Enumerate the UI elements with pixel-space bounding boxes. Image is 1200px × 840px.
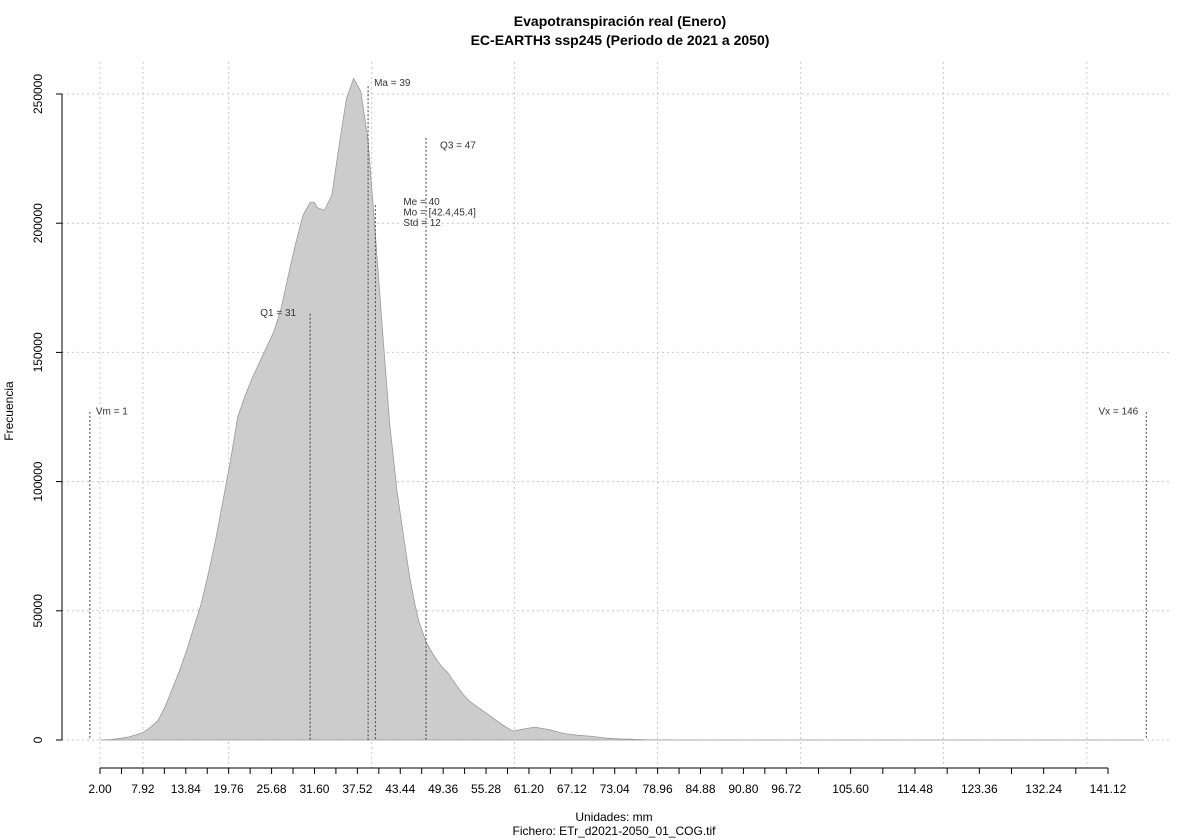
y-tick-label: 0	[31, 736, 45, 743]
statistic-label: Q1 = 31	[260, 308, 296, 319]
x-tick-label: 13.84	[171, 782, 201, 796]
x-tick-label: 37.52	[342, 782, 372, 796]
statistic-label: Q3 = 47	[440, 140, 476, 151]
x-tick-label: 19.76	[214, 782, 244, 796]
x-tick-label: 123.36	[961, 782, 998, 796]
x-tick-label: 55.28	[471, 782, 501, 796]
x-tick-label: 132.24	[1025, 782, 1062, 796]
chart-title: Evapotranspiración real (Enero)	[514, 13, 726, 29]
y-tick-label: 150000	[31, 332, 45, 372]
x-tick-label: 105.60	[832, 782, 869, 796]
x-tick-label: 25.68	[257, 782, 287, 796]
x-tick-label: 43.44	[385, 782, 415, 796]
statistic-label: Mo = [42.4,45.4]	[403, 207, 476, 218]
density-area	[99, 77, 1144, 741]
x-tick-label: 61.20	[514, 782, 544, 796]
y-tick-label: 250000	[31, 74, 45, 114]
file-footer: Fichero: ETr_d2021-2050_01_COG.tif	[513, 824, 717, 838]
y-tick-label: 100000	[31, 461, 45, 501]
x-axis-label: Unidades: mm	[575, 810, 652, 824]
y-tick-label: 50000	[31, 594, 45, 628]
x-tick-label: 90.80	[728, 782, 758, 796]
x-tick-label: 49.36	[428, 782, 458, 796]
x-tick-label: 78.96	[643, 782, 673, 796]
x-tick-label: 84.88	[685, 782, 715, 796]
statistic-label: Std = 12	[403, 218, 441, 229]
x-tick-label: 31.60	[299, 782, 329, 796]
x-tick-label: 67.12	[557, 782, 587, 796]
y-tick-label: 200000	[31, 203, 45, 243]
y-axis-label: Frecuencia	[2, 381, 16, 441]
chart-subtitle: EC-EARTH3 ssp245 (Periodo de 2021 a 2050…	[471, 32, 770, 48]
x-tick-label: 114.48	[897, 782, 933, 796]
x-tick-label: 2.00	[88, 782, 112, 796]
statistic-label: Vx = 146	[1098, 406, 1138, 417]
x-tick-label: 141.12	[1090, 782, 1127, 796]
x-tick-label: 73.04	[600, 782, 630, 796]
statistic-label: Me = 40	[403, 197, 440, 208]
x-tick-label: 7.92	[131, 782, 155, 796]
axis-layer: 2.00 7.92 13.84 19.76 25.68 31.60 37.52 43.44 49…	[31, 74, 1127, 796]
x-tick-label: 96.72	[771, 782, 801, 796]
statistic-label: Ma = 39	[374, 78, 411, 89]
area-layer	[99, 77, 1144, 741]
statistic-label: Vm = 1	[96, 406, 128, 417]
